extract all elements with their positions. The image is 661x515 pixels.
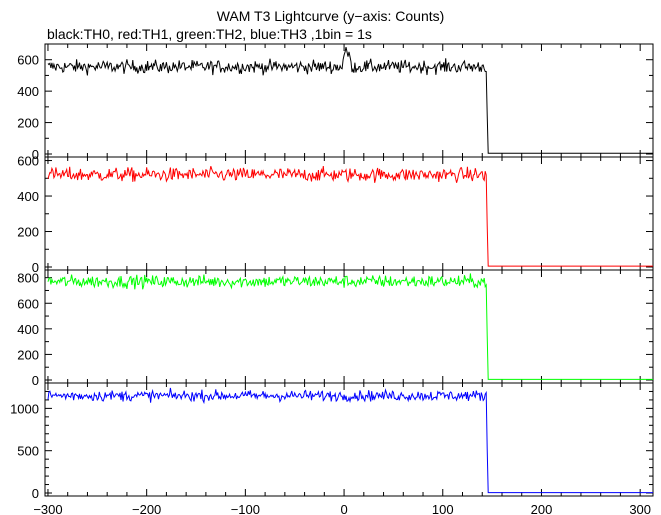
panel-th3: 0 500 1000 [10, 382, 654, 501]
y-tick-label: 400 [17, 189, 39, 204]
x-tick-label: 200 [531, 502, 553, 515]
panel-th1: 0 200 400 600 [17, 154, 654, 275]
y-tick-label: 600 [17, 296, 39, 311]
x-tick-label: 300 [629, 502, 651, 515]
y-tick-label: 0 [32, 373, 39, 388]
panel-frame [44, 382, 654, 497]
panel-frame [44, 269, 654, 384]
y-tick-label: 800 [17, 271, 39, 286]
x-tick-label: −300 [33, 502, 62, 515]
series-line-th2 [47, 273, 653, 380]
panel-frame [44, 43, 654, 158]
y-tick-label: 1000 [10, 401, 39, 416]
y-tick-label: 200 [17, 225, 39, 240]
chart-title: WAM T3 Lightcurve (y−axis: Counts) [216, 8, 445, 24]
y-tick-label: 600 [17, 53, 39, 68]
x-tick-label: −200 [132, 502, 161, 515]
x-tick-label: 0 [340, 502, 347, 515]
y-tick-label: 0 [32, 147, 39, 162]
series-line-th1 [47, 166, 653, 267]
chart-subtitle: black:TH0, red:TH1, green:TH2, blue:TH3 … [47, 26, 372, 42]
series-line-th3 [47, 387, 653, 494]
y-tick-label: 200 [17, 116, 39, 131]
y-tick-label: 400 [17, 84, 39, 99]
y-tick-label: 400 [17, 322, 39, 337]
x-tick-label: 100 [432, 502, 454, 515]
y-tick-label: 200 [17, 347, 39, 362]
y-tick-label: 600 [17, 154, 39, 169]
y-tick-label: 0 [32, 260, 39, 275]
series-line-th0 [47, 46, 653, 154]
y-tick-label: 500 [17, 444, 39, 459]
x-tick-label: −100 [231, 502, 260, 515]
panel-th0: 0 200 400 600 [17, 43, 654, 162]
y-tick-label: 0 [32, 486, 39, 501]
panel-th2: 0 200 400 600 800 [17, 269, 654, 388]
